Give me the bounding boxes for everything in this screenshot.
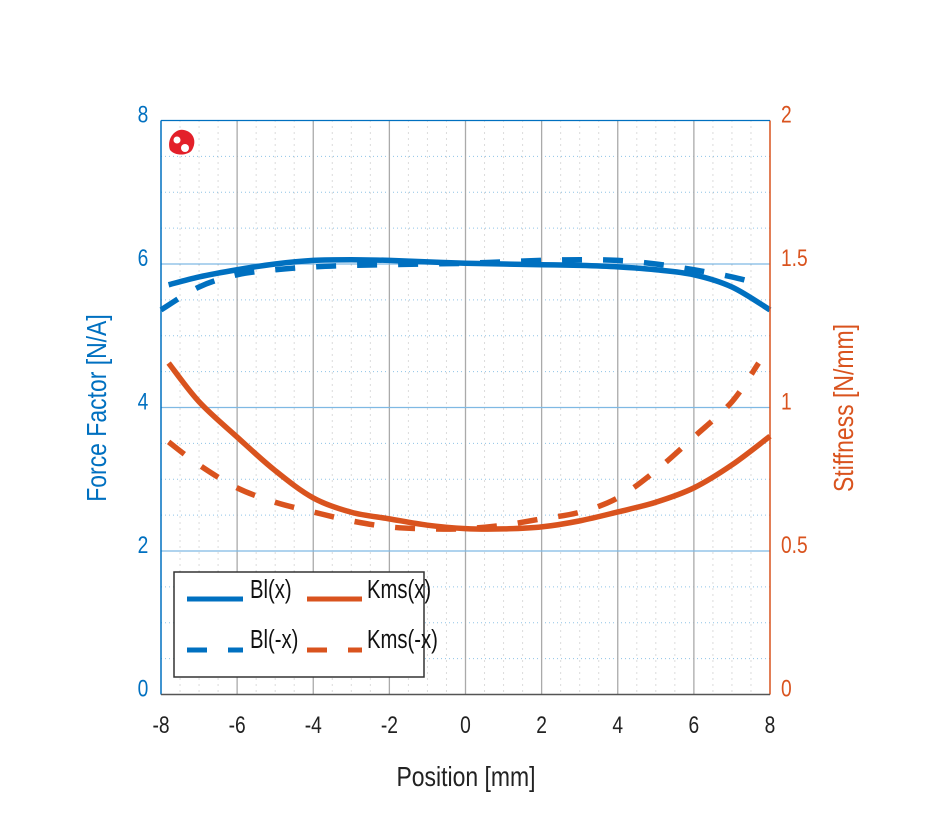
x-tick-label: 4 [612, 711, 623, 739]
x-tick-label: 8 [765, 711, 776, 739]
x-tick-label: 2 [536, 711, 547, 739]
legend-label-bl-x: Bl(x) [250, 575, 292, 604]
legend-label-bl-minus-x: Bl(-x) [250, 625, 298, 654]
y-tick-label: 6 [138, 244, 149, 272]
y-tick-label: 4 [138, 387, 149, 415]
y2-tick-label: 1 [781, 387, 792, 415]
y2-tick-label: 2 [781, 100, 792, 128]
series-line-bl-x [167, 256, 772, 313]
y2-tick-label: 1.5 [781, 244, 808, 272]
x-tick-label: -2 [381, 711, 398, 739]
legend: Bl(x) Kms(x) Bl(-x) Kms(-x) [173, 571, 438, 678]
series-group [159, 256, 772, 532]
y-tick-label: 2 [138, 531, 149, 559]
red-blob-logo-icon [169, 129, 195, 155]
y-tick-label: 0 [138, 674, 149, 702]
x-tick-label: -4 [305, 711, 322, 739]
x-tick-label: -8 [152, 711, 169, 739]
legend-label-kms-x: Kms(x) [367, 575, 431, 604]
y2-tick-label: 0 [781, 674, 792, 702]
y2-axis-title: Stiffness [N/mm] [829, 324, 860, 492]
x-tick-label: 0 [460, 711, 471, 739]
y-axis-title: Force Factor [N/A] [82, 314, 113, 501]
x-tick-label: -6 [229, 711, 246, 739]
x-tick-label: 6 [689, 711, 700, 739]
x-axis-title: Position [mm] [396, 762, 535, 793]
y-tick-label: 8 [138, 100, 149, 128]
series-line-kms-x [166, 361, 772, 532]
legend-label-kms-minus-x: Kms(-x) [367, 625, 438, 654]
series-line-kms-x [166, 361, 761, 532]
y2-tick-label: 0.5 [781, 531, 808, 559]
